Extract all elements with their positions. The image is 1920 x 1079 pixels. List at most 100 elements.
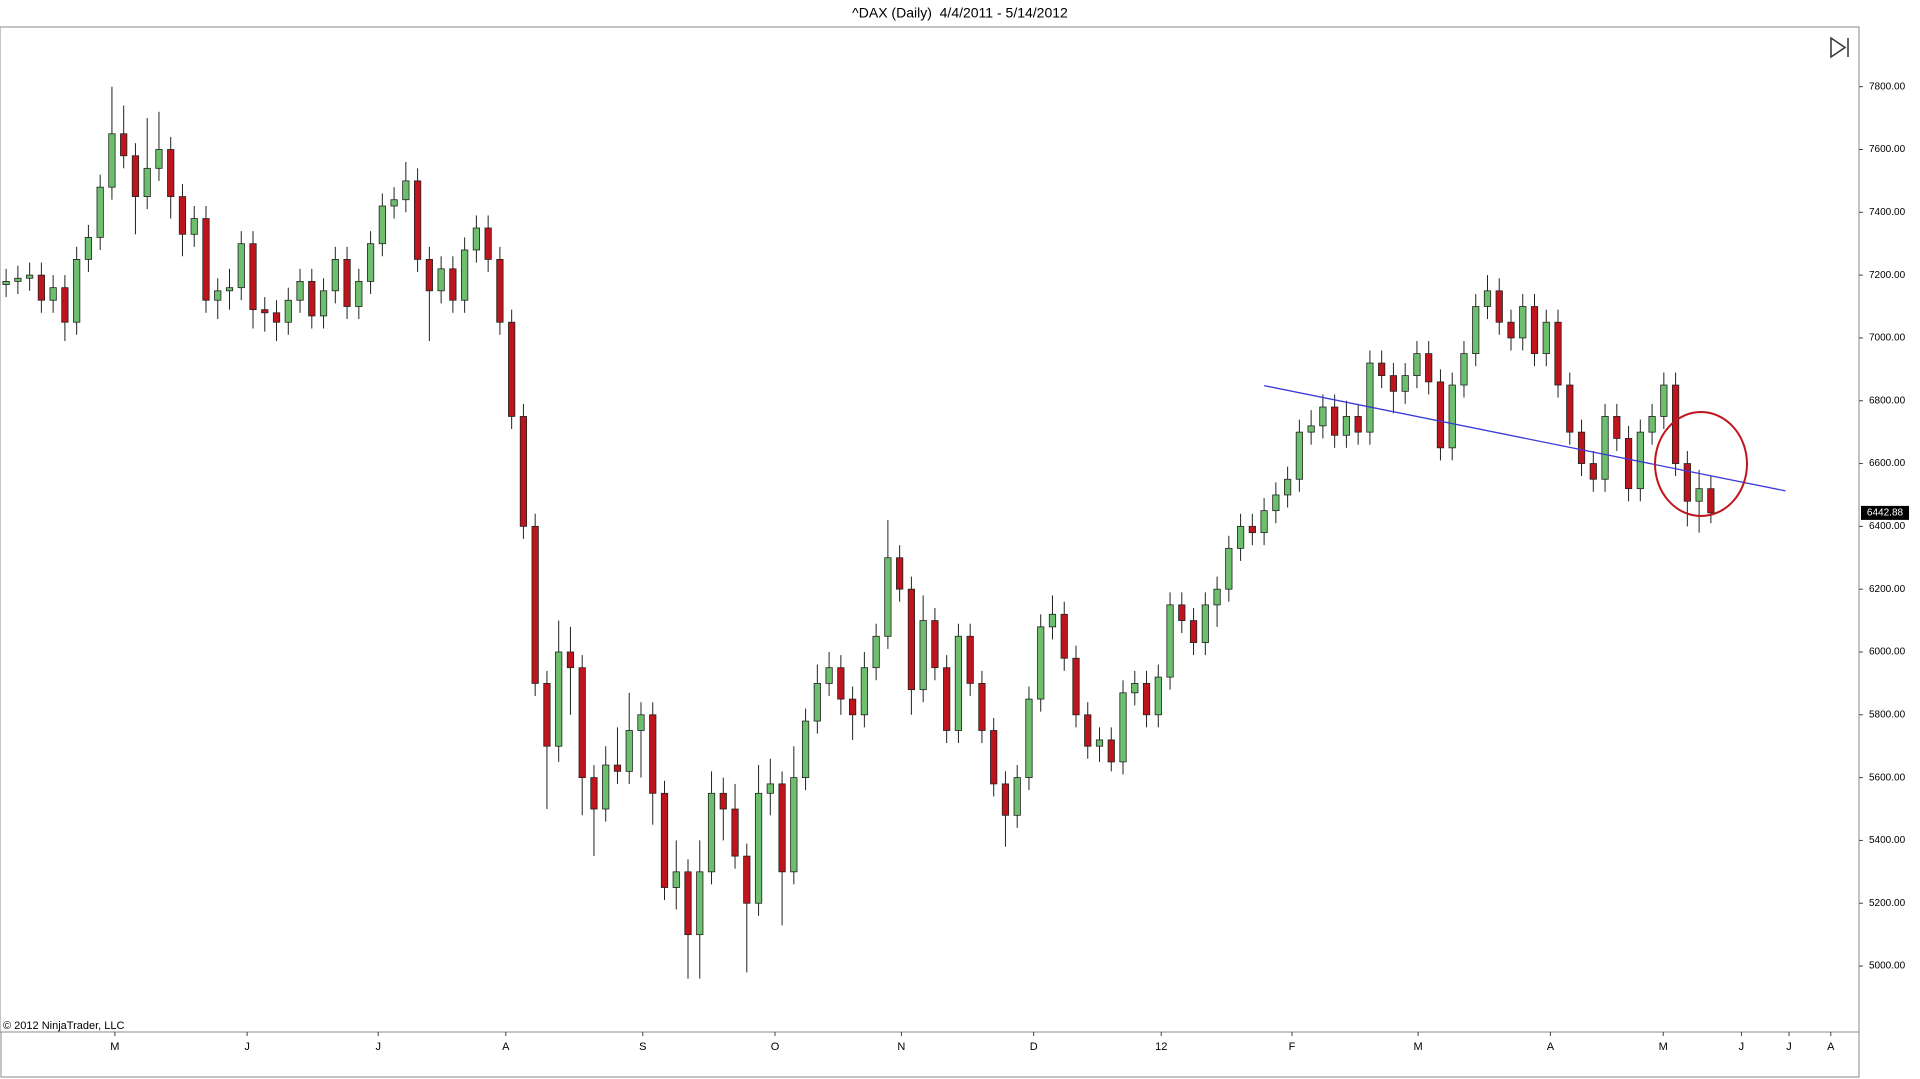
candle-body: [578, 667, 586, 779]
candle-body: [1119, 692, 1127, 763]
trendline: [1263, 385, 1786, 492]
candle-body: [1636, 431, 1644, 490]
candle-body: [1331, 406, 1339, 436]
candle-body: [1236, 525, 1245, 549]
candle-body: [120, 133, 128, 157]
candle-body: [660, 792, 669, 888]
candle-body: [1048, 613, 1057, 628]
candle-body: [390, 199, 398, 207]
candle-body: [1483, 290, 1492, 307]
candle-body: [978, 682, 986, 731]
candle-body: [743, 855, 751, 904]
x-tick-label: F: [1289, 1041, 1296, 1053]
x-tick-label: J: [375, 1041, 381, 1053]
play-icon[interactable]: [1830, 36, 1847, 59]
candle-body: [1166, 604, 1174, 678]
candle-body: [1248, 525, 1256, 534]
candle-body: [1284, 478, 1292, 496]
candle-body: [1342, 416, 1350, 436]
candle-body: [931, 620, 939, 669]
x-tick-label: M: [110, 1041, 119, 1053]
y-tick-label: 6600.00: [1869, 458, 1906, 469]
candle-body: [696, 871, 704, 936]
y-tick-label: 5000.00: [1869, 961, 1906, 972]
x-tick-label: J: [1739, 1041, 1745, 1053]
candle-body: [754, 792, 763, 904]
candle-body: [508, 321, 516, 417]
candle-body: [1272, 494, 1280, 512]
candle-body: [1213, 588, 1221, 606]
credit: © 2012 NinjaTrader, LLC: [3, 1020, 124, 1032]
x-tick-label: D: [1030, 1041, 1038, 1053]
candle-body: [167, 149, 175, 197]
candle-body: [1542, 321, 1550, 355]
y-tick-label: 5400.00: [1869, 835, 1906, 846]
y-tick-label: 6400.00: [1869, 521, 1906, 532]
x-tick-label: M: [1414, 1041, 1423, 1053]
candle-body: [61, 287, 69, 323]
candle-body: [625, 730, 633, 772]
candle-body: [613, 764, 622, 772]
x-tick-label: M: [1659, 1041, 1668, 1053]
candle-body: [1613, 416, 1621, 439]
candle-body: [225, 287, 234, 292]
candle-body: [1507, 321, 1515, 339]
candle-body: [884, 557, 892, 637]
candle-body: [1577, 431, 1586, 464]
scroll-end-button[interactable]: [1830, 36, 1849, 59]
x-tick-label: S: [639, 1041, 646, 1053]
y-tick-label: 7400.00: [1869, 207, 1906, 218]
candle-body: [943, 667, 951, 731]
candle-body: [49, 287, 57, 301]
candle-body: [1189, 620, 1198, 643]
candle-body: [555, 651, 563, 747]
candle-body: [1460, 353, 1468, 386]
candle-body: [1084, 714, 1092, 747]
y-tick-label: 5800.00: [1869, 709, 1906, 720]
candle-body: [1178, 604, 1186, 621]
candle-body: [449, 268, 457, 301]
y-tick-label: 7200.00: [1869, 270, 1906, 281]
candle-body: [1660, 384, 1668, 417]
candle-body: [178, 196, 187, 235]
candle-body: [719, 792, 727, 810]
candle-body: [272, 312, 281, 323]
candle-body: [1530, 306, 1539, 355]
candle-body: [966, 635, 974, 684]
candle-body: [1072, 657, 1080, 716]
candle-body: [425, 259, 433, 292]
candle-body: [1707, 488, 1715, 514]
candle-body: [1624, 438, 1633, 490]
candle-body: [1201, 604, 1209, 643]
y-tick-label: 6800.00: [1869, 395, 1906, 406]
candle-body: [649, 714, 657, 794]
candle-body: [919, 620, 927, 691]
candle-body: [484, 227, 492, 260]
candle-body: [1554, 321, 1562, 386]
candle-body: [543, 682, 551, 747]
candle-body: [366, 243, 375, 282]
y-tick-label: 6200.00: [1869, 584, 1906, 595]
x-tick-label: J: [244, 1041, 250, 1053]
candle-body: [73, 259, 81, 323]
candle-body: [1025, 698, 1033, 779]
candle-body: [1307, 425, 1315, 433]
candle-body: [1472, 306, 1480, 355]
candle-body: [1131, 682, 1139, 694]
candle-body: [896, 557, 904, 590]
candle-body: [472, 227, 480, 251]
candle-body: [378, 205, 386, 245]
candle-body: [1566, 384, 1574, 433]
candle-body: [1648, 416, 1656, 433]
candle-body: [801, 720, 810, 779]
candle-body: [237, 243, 245, 289]
candle-body: [1354, 416, 1362, 433]
candle-body: [84, 237, 93, 260]
candle-body: [1060, 613, 1068, 659]
y-tick-label: 5600.00: [1869, 772, 1906, 783]
x-tick-label: J: [1786, 1041, 1792, 1053]
candle-body: [331, 259, 339, 292]
candle-body: [731, 808, 739, 857]
